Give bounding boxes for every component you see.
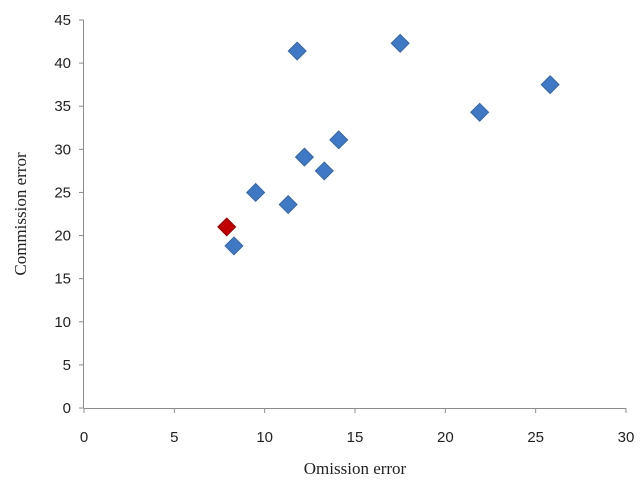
data-point (390, 33, 410, 53)
x-tick-label: 0 (80, 429, 88, 446)
x-tick-label: 25 (527, 429, 544, 446)
y-tick-label: 45 (54, 12, 71, 29)
y-tick-label: 10 (54, 314, 71, 331)
y-axis-ticks: 0 5 10 15 20 25 30 35 40 45 (54, 12, 84, 417)
data-point (294, 147, 314, 167)
data-point (278, 194, 298, 215)
data-point (329, 130, 349, 150)
x-axis-ticks: 0 5 10 15 20 25 30 (80, 408, 635, 446)
y-tick-label: 20 (54, 228, 71, 245)
y-tick-label: 25 (54, 184, 71, 201)
x-tick-label: 30 (618, 429, 635, 446)
x-tick-label: 15 (347, 429, 364, 446)
data-point (470, 102, 490, 122)
highlighted-data-point (217, 217, 237, 237)
data-point (246, 182, 266, 203)
y-tick-label: 5 (63, 357, 71, 374)
y-tick-label: 15 (54, 271, 71, 288)
data-points (217, 33, 560, 256)
y-tick-label: 0 (63, 400, 71, 417)
data-point (540, 75, 560, 95)
y-axis-title: Commission error (11, 152, 30, 276)
y-tick-label: 40 (54, 55, 71, 72)
y-tick-label: 35 (54, 98, 71, 115)
x-tick-label: 20 (437, 429, 454, 446)
y-tick-label: 30 (54, 141, 71, 158)
x-axis-title: Omission error (304, 459, 407, 478)
data-point (224, 236, 244, 256)
data-point (314, 161, 334, 181)
x-tick-label: 10 (256, 429, 273, 446)
data-point (287, 41, 307, 61)
x-tick-label: 5 (170, 429, 178, 446)
